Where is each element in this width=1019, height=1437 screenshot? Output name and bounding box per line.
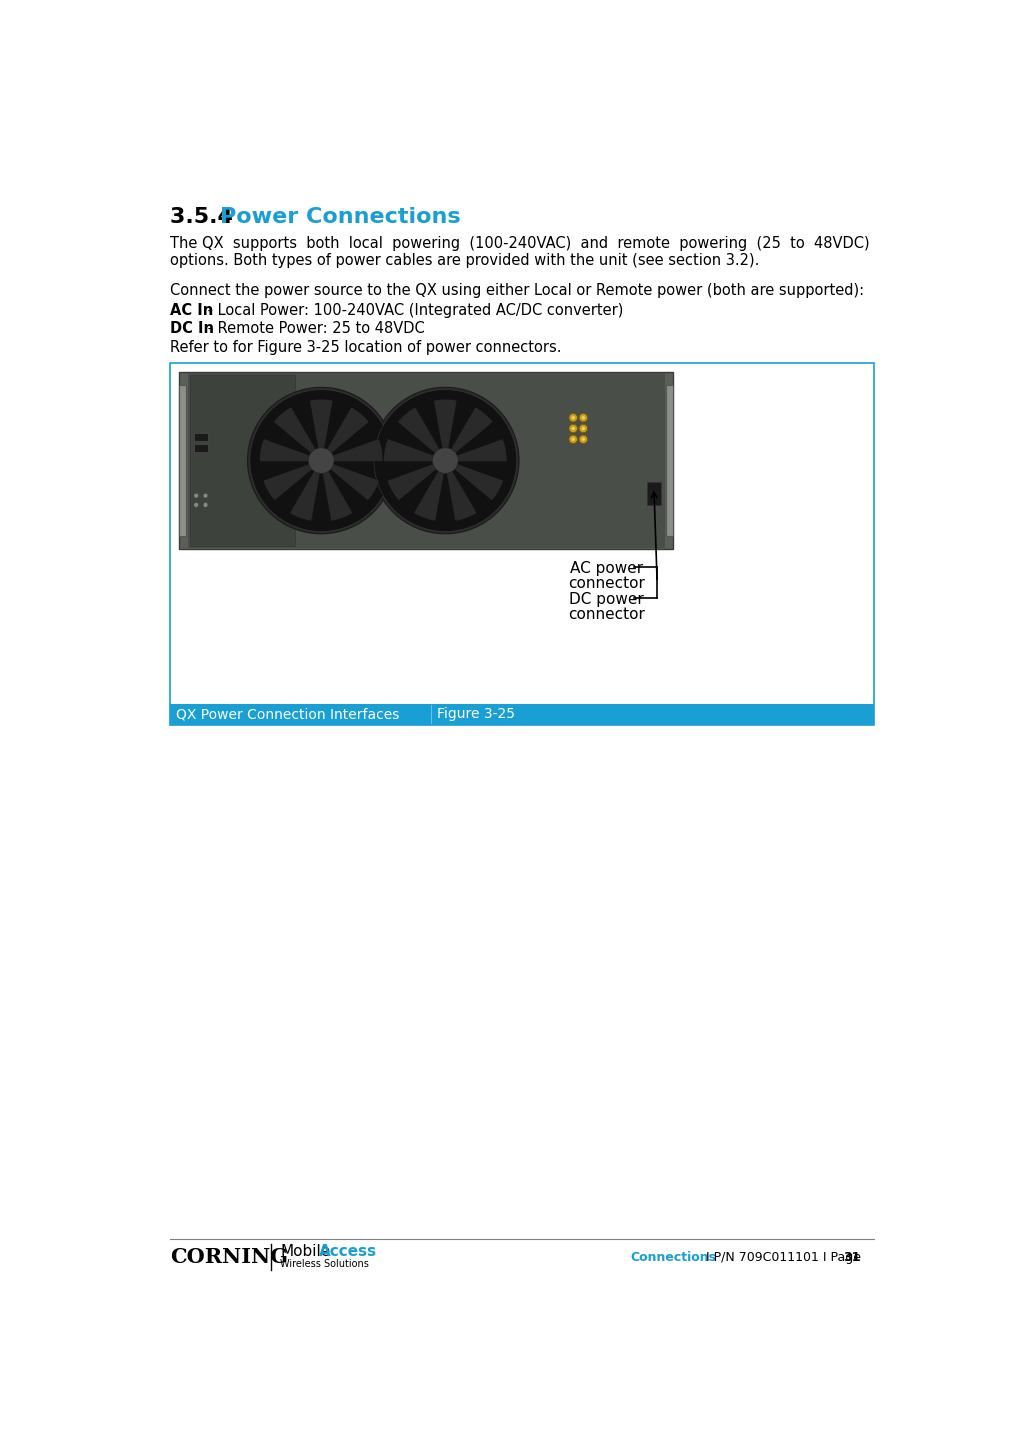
Bar: [194, 433, 208, 441]
Circle shape: [579, 435, 588, 444]
Circle shape: [569, 414, 578, 422]
Polygon shape: [398, 408, 445, 461]
Circle shape: [203, 503, 208, 507]
Text: DC In: DC In: [170, 320, 214, 336]
Polygon shape: [290, 461, 321, 520]
Text: QX Power Connection Interfaces: QX Power Connection Interfaces: [176, 707, 399, 721]
Circle shape: [374, 389, 517, 532]
Polygon shape: [445, 461, 476, 520]
Text: - Remote Power: 25 to 48VDC: - Remote Power: 25 to 48VDC: [203, 320, 424, 336]
Text: Connect the power source to the QX using either Local or Remote power (both are : Connect the power source to the QX using…: [170, 283, 864, 297]
Polygon shape: [384, 440, 445, 461]
Text: I P/N 709C011101 I Page: I P/N 709C011101 I Page: [702, 1250, 865, 1265]
Circle shape: [582, 438, 585, 441]
Bar: [666, 385, 674, 536]
Text: options. Both types of power cables are provided with the unit (see section 3.2): options. Both types of power cables are …: [170, 253, 759, 269]
Polygon shape: [261, 440, 321, 461]
Bar: [194, 444, 208, 451]
Circle shape: [432, 448, 459, 473]
Text: Wireless Solutions: Wireless Solutions: [280, 1259, 369, 1269]
Text: Figure 3-25: Figure 3-25: [437, 707, 515, 721]
Text: CORNING: CORNING: [170, 1247, 288, 1267]
Polygon shape: [435, 401, 455, 461]
Polygon shape: [388, 461, 445, 499]
Text: - Local Power: 100-240VAC (Integrated AC/DC converter): - Local Power: 100-240VAC (Integrated AC…: [203, 303, 623, 318]
Circle shape: [372, 388, 519, 533]
Circle shape: [572, 417, 575, 420]
Polygon shape: [275, 408, 321, 461]
Circle shape: [579, 424, 588, 433]
Polygon shape: [264, 461, 321, 499]
Polygon shape: [445, 440, 506, 461]
Polygon shape: [321, 408, 368, 461]
Bar: [187, 374, 664, 547]
Bar: [179, 372, 674, 549]
Polygon shape: [321, 461, 378, 499]
Circle shape: [194, 493, 199, 499]
Circle shape: [194, 503, 199, 507]
Polygon shape: [415, 461, 445, 520]
Bar: [190, 375, 294, 546]
Circle shape: [248, 388, 395, 533]
Polygon shape: [321, 461, 352, 520]
Text: AC power: AC power: [571, 560, 643, 576]
Circle shape: [582, 417, 585, 420]
Text: AC In: AC In: [170, 303, 213, 318]
Text: Mobile: Mobile: [280, 1244, 330, 1259]
Polygon shape: [445, 461, 502, 499]
Bar: [647, 481, 661, 504]
Text: Power Connections: Power Connections: [220, 207, 461, 227]
Circle shape: [569, 435, 578, 444]
Circle shape: [572, 427, 575, 430]
Text: Connections: Connections: [631, 1250, 716, 1265]
Bar: [170, 362, 874, 724]
Text: DC power: DC power: [570, 592, 644, 606]
Circle shape: [572, 438, 575, 441]
Circle shape: [203, 493, 208, 499]
Polygon shape: [311, 401, 332, 461]
Text: 3.5.4: 3.5.4: [170, 207, 249, 227]
Text: connector: connector: [569, 606, 645, 622]
Polygon shape: [321, 440, 382, 461]
Bar: [170, 704, 874, 724]
Circle shape: [309, 448, 334, 473]
Circle shape: [250, 389, 392, 532]
Text: 31: 31: [843, 1250, 860, 1265]
Text: Refer to for Figure 3-25 location of power connectors.: Refer to for Figure 3-25 location of pow…: [170, 339, 561, 355]
Polygon shape: [445, 408, 492, 461]
Text: connector: connector: [569, 576, 645, 591]
Circle shape: [569, 424, 578, 433]
Text: The QX  supports  both  local  powering  (100-240VAC)  and  remote  powering  (2: The QX supports both local powering (100…: [170, 236, 869, 251]
Circle shape: [579, 414, 588, 422]
Text: Access: Access: [319, 1244, 377, 1259]
Circle shape: [582, 427, 585, 430]
Bar: [179, 385, 186, 536]
